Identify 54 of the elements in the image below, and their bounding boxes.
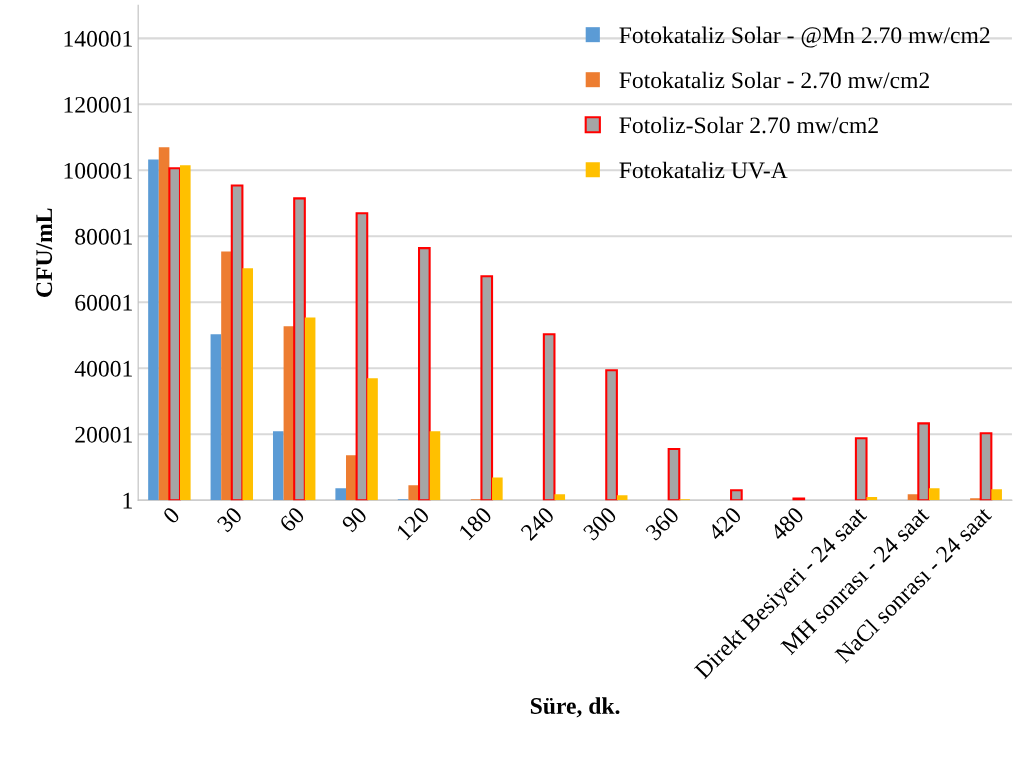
bar — [854, 437, 868, 501]
bar — [242, 268, 254, 501]
x-tick-label: 0 — [162, 506, 181, 525]
bar — [417, 247, 431, 501]
y-tick-label: 140001 — [64, 30, 132, 47]
x-tick-label: 360 — [644, 506, 680, 542]
y-tick-label: 100001 — [64, 162, 132, 179]
bar — [492, 477, 503, 501]
bar — [293, 197, 306, 501]
legend-label: Fotokataliz Solar - 2.70 mw/cm2 — [619, 71, 929, 89]
bar — [429, 431, 441, 501]
x-tick-label: 120 — [395, 506, 431, 541]
legend-label: Fotoliz-Solar 2.70 mw/cm2 — [619, 116, 878, 134]
y-axis-title: CFU/mL — [36, 208, 53, 297]
bar — [210, 334, 222, 501]
y-tick-label: 60001 — [75, 294, 132, 311]
bar — [168, 167, 182, 501]
bar — [346, 455, 357, 501]
x-tick-label: 60 — [278, 506, 306, 533]
bar — [179, 165, 191, 501]
bar — [605, 369, 618, 501]
bar — [367, 378, 378, 501]
x-tick-label: 420 — [706, 506, 743, 542]
legend-label: Fotokataliz UV-A — [619, 161, 788, 179]
bar — [667, 448, 681, 501]
x-tick-label: 90 — [340, 506, 368, 533]
bar — [148, 159, 159, 501]
bar — [304, 317, 316, 501]
bar — [730, 489, 743, 501]
y-tick-label: 120001 — [64, 96, 132, 113]
bar — [928, 488, 940, 501]
x-tick-label: 480 — [769, 506, 805, 542]
bar — [542, 333, 556, 501]
y-tick-label: 20001 — [75, 426, 132, 443]
y-tick-label: 80001 — [75, 228, 132, 245]
x-axis-title: Süre, dk. — [530, 697, 620, 718]
legend-label: Fotokataliz Solar - @Mn 2.70 mw/cm2 — [619, 26, 990, 48]
bar — [335, 488, 347, 501]
bar — [616, 495, 628, 501]
bar — [408, 485, 420, 501]
x-tick-label: 300 — [582, 506, 618, 542]
bar — [355, 212, 369, 501]
bar — [554, 494, 566, 501]
bar — [917, 422, 930, 501]
bar — [979, 432, 993, 501]
bar — [272, 431, 284, 501]
bar — [991, 489, 1002, 501]
x-tick-label: 240 — [520, 506, 555, 542]
x-tick-label: 30 — [216, 506, 243, 533]
y-tick-label: 1 — [123, 492, 132, 509]
bar — [480, 275, 494, 501]
x-tick-label: 180 — [458, 506, 493, 541]
y-tick-label: 40001 — [74, 360, 132, 377]
bar — [221, 251, 232, 501]
